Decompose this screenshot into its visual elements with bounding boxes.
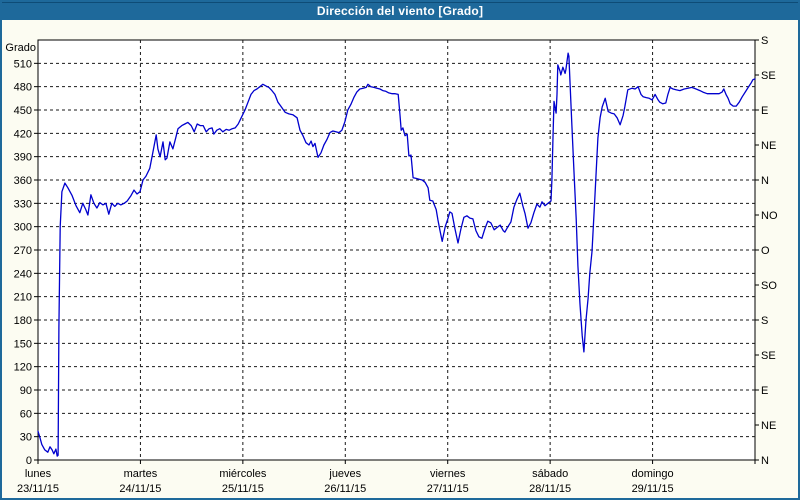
- y-axis-tick-label: 420: [14, 128, 32, 140]
- x-axis-date-label: 24/11/15: [119, 483, 161, 495]
- compass-tick-label: O: [761, 245, 770, 257]
- x-axis-date-label: 23/11/15: [17, 483, 59, 495]
- chart-title: Dirección del viento [Grado]: [316, 4, 484, 18]
- x-axis-day-label: lunes: [25, 468, 52, 480]
- compass-tick-label: SO: [761, 280, 777, 292]
- x-axis-date-label: 25/11/15: [222, 483, 264, 495]
- x-axis-day-label: jueves: [328, 468, 361, 480]
- chart-title-bar: Dirección del viento [Grado]: [2, 2, 798, 20]
- y-axis-tick-label: 330: [14, 198, 32, 210]
- y-axis-tick-label: 180: [14, 315, 32, 327]
- compass-tick-label: SE: [761, 70, 776, 82]
- grado-axis-label: Grado: [5, 42, 36, 54]
- x-axis-date-label: 28/11/15: [529, 483, 571, 495]
- x-axis-date-label: 26/11/15: [324, 483, 366, 495]
- x-axis-day-label: miércoles: [219, 468, 267, 480]
- x-axis-day-label: martes: [124, 468, 158, 480]
- y-axis-tick-label: 360: [14, 175, 32, 187]
- compass-tick-label: SE: [761, 350, 776, 362]
- x-axis-date-label: 29/11/15: [632, 483, 674, 495]
- y-axis-tick-label: 210: [14, 292, 32, 304]
- compass-tick-label: NO: [761, 210, 778, 222]
- compass-tick-label: S: [761, 315, 768, 327]
- plot-area: [37, 39, 756, 461]
- compass-tick-label: N: [761, 455, 769, 467]
- y-axis-tick-label: 450: [14, 105, 32, 117]
- wind-direction-line: [37, 52, 756, 457]
- y-axis-tick-label: 300: [14, 222, 32, 234]
- y-axis-tick-label: 240: [14, 268, 32, 280]
- compass-tick-label: S: [761, 35, 768, 47]
- y-axis-tick-label: 60: [20, 408, 32, 420]
- x-axis-day-label: domingo: [631, 468, 673, 480]
- compass-tick-label: N: [761, 175, 769, 187]
- chart-area: 0 30 60 90 120 150 180 210 240 270 300 330 360 390 420…: [2, 20, 798, 498]
- y-axis-tick-label: 480: [14, 82, 32, 94]
- y-axis-tick-label: 270: [14, 245, 32, 257]
- x-axis-day-label: viernes: [430, 468, 466, 480]
- y-axis-tick-label: 90: [20, 385, 32, 397]
- compass-tick-label: NE: [761, 140, 776, 152]
- y-axis-tick-label: 150: [14, 338, 32, 350]
- y-axis-tick-label: 390: [14, 152, 32, 164]
- compass-tick-label: NE: [761, 420, 776, 432]
- y-axis-tick-label: 510: [14, 58, 32, 70]
- compass-tick-label: E: [761, 105, 768, 117]
- y-axis-tick-label: 0: [26, 455, 32, 467]
- wind-direction-chart: 0 30 60 90 120 150 180 210 240 270 300 330 360 390 420…: [5, 35, 778, 495]
- compass-tick-label: E: [761, 385, 768, 397]
- y-axis-tick-label: 120: [14, 362, 32, 374]
- y-axis-tick-label: 30: [20, 432, 32, 444]
- x-axis-day-label: sábado: [532, 468, 568, 480]
- x-axis-date-label: 27/11/15: [427, 483, 469, 495]
